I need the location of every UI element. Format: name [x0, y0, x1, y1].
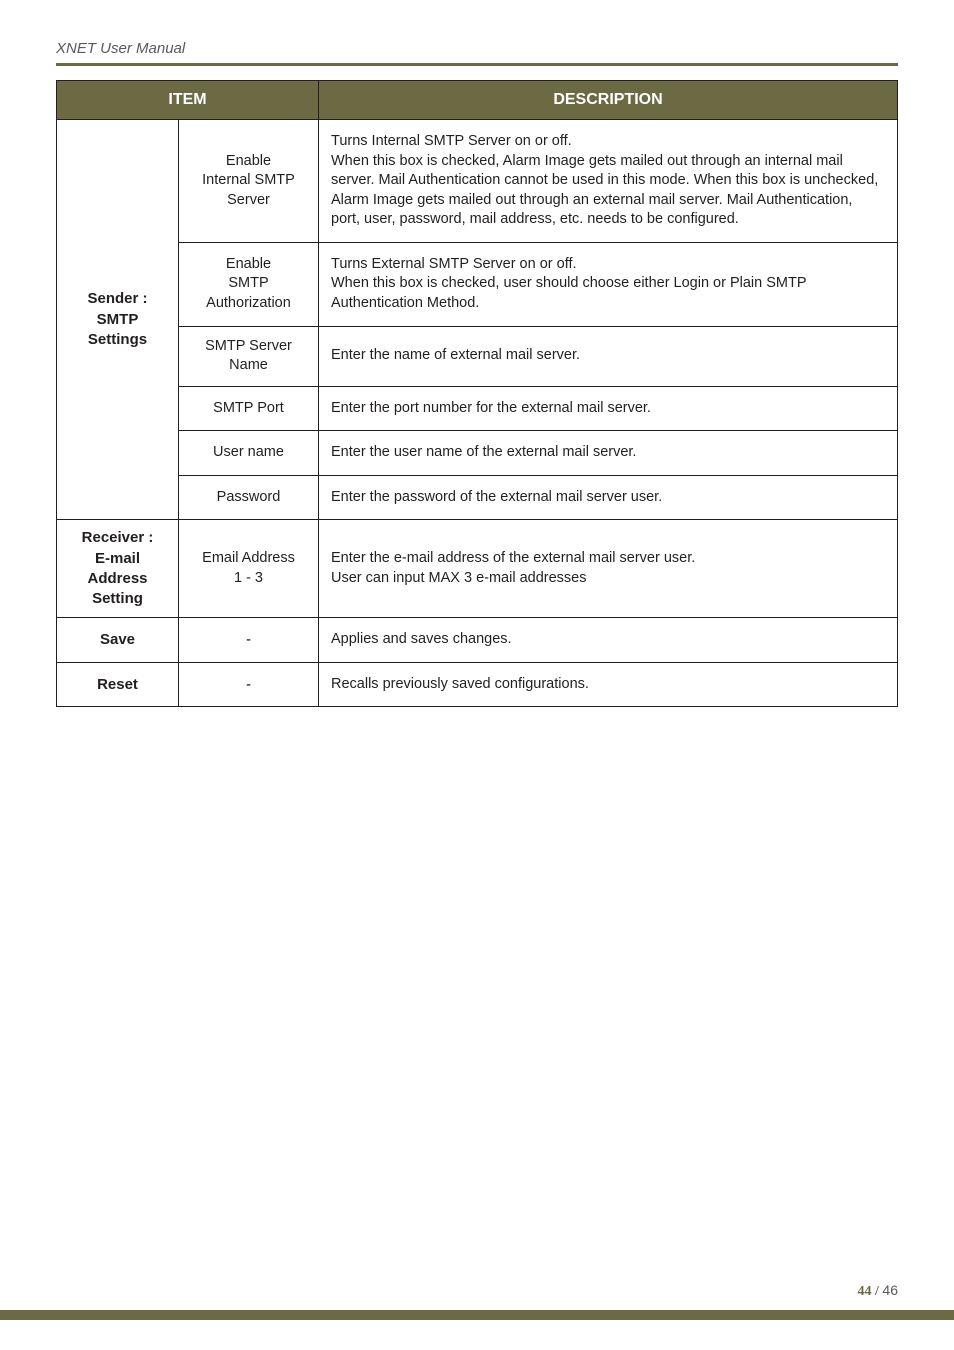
- page-current: 44: [858, 1284, 872, 1299]
- table-row: Reset - Recalls previously saved configu…: [57, 662, 898, 707]
- cell-desc: Turns Internal SMTP Server on or off.Whe…: [319, 120, 898, 243]
- cell-desc: Enter the password of the external mail …: [319, 475, 898, 520]
- page-number: 44 / 46: [858, 1282, 898, 1300]
- cell-sub: Email Address1 - 3: [179, 520, 319, 618]
- cell-sub: User name: [179, 431, 319, 476]
- page-total: 46: [882, 1282, 898, 1298]
- table-body: Sender :SMTPSettings EnableInternal SMTP…: [57, 120, 898, 707]
- table-row: User name Enter the user name of the ext…: [57, 431, 898, 476]
- rowhead-receiver: Receiver :E-mailAddressSetting: [57, 520, 179, 618]
- page-divider: /: [872, 1284, 883, 1299]
- table-row: SMTP ServerName Enter the name of extern…: [57, 326, 898, 386]
- rowhead-save: Save: [57, 618, 179, 663]
- table-row: Receiver :E-mailAddressSetting Email Add…: [57, 520, 898, 618]
- cell-desc: Enter the e-mail address of the external…: [319, 520, 898, 618]
- cell-sub: EnableInternal SMTPServer: [179, 120, 319, 243]
- th-description: DESCRIPTION: [319, 81, 898, 120]
- top-rule: [56, 63, 898, 66]
- cell-sub: -: [179, 662, 319, 707]
- cell-desc: Recalls previously saved configurations.: [319, 662, 898, 707]
- th-item: ITEM: [57, 81, 319, 120]
- table-row: Sender :SMTPSettings EnableInternal SMTP…: [57, 120, 898, 243]
- cell-sub: SMTP ServerName: [179, 326, 319, 386]
- cell-desc: Enter the name of external mail server.: [319, 326, 898, 386]
- cell-desc: Enter the user name of the external mail…: [319, 431, 898, 476]
- table-header-row: ITEM DESCRIPTION: [57, 81, 898, 120]
- cell-sub: Password: [179, 475, 319, 520]
- cell-desc: Applies and saves changes.: [319, 618, 898, 663]
- rowhead-reset: Reset: [57, 662, 179, 707]
- doc-title: XNET User Manual: [56, 40, 898, 57]
- table-row: Save - Applies and saves changes.: [57, 618, 898, 663]
- spec-table: ITEM DESCRIPTION Sender :SMTPSettings En…: [56, 80, 898, 707]
- cell-sub: -: [179, 618, 319, 663]
- table-row: SMTP Port Enter the port number for the …: [57, 386, 898, 431]
- footer-bar: [0, 1310, 954, 1350]
- table-row: Password Enter the password of the exter…: [57, 475, 898, 520]
- cell-sub: SMTP Port: [179, 386, 319, 431]
- table-row: EnableSMTPAuthorization Turns External S…: [57, 242, 898, 326]
- cell-desc: Enter the port number for the external m…: [319, 386, 898, 431]
- cell-desc: Turns External SMTP Server on or off.Whe…: [319, 242, 898, 326]
- cell-sub: EnableSMTPAuthorization: [179, 242, 319, 326]
- rowhead-sender: Sender :SMTPSettings: [57, 120, 179, 520]
- page: XNET User Manual ITEM DESCRIPTION Sender…: [0, 0, 954, 1350]
